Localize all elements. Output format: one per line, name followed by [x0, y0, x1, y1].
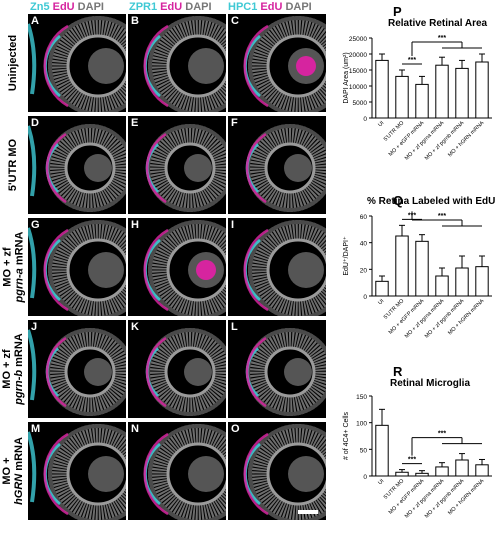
panel-letter: J — [31, 321, 38, 333]
y-tick-label: 15000 — [349, 68, 367, 75]
x-tick-label: MO + eGFP mRNA — [388, 298, 426, 336]
x-tick-label: MO + hGRN mRNA — [447, 120, 486, 159]
micrograph-panel-j: J — [28, 320, 126, 418]
bar — [415, 240, 429, 297]
row-label-5utr-mo: 5'UTR MO — [7, 138, 19, 192]
y-tick-label: 0 — [363, 294, 367, 301]
x-tick-label: UI — [377, 298, 385, 306]
panel-letter: I — [231, 219, 235, 231]
x-tick-label: MO + hGRN mRNA — [447, 298, 486, 337]
x-tick-label: UI — [377, 120, 385, 128]
chart-title-p: Relative Retinal Area — [388, 18, 488, 29]
panel-letter: M — [31, 423, 41, 435]
row-label-pgrn-a: MO + zf pgrn-a mRNA — [1, 231, 25, 303]
bar — [475, 464, 489, 477]
y-tick-label: 60 — [360, 214, 368, 221]
bar — [375, 424, 389, 477]
y-tick-label: 40 — [360, 241, 368, 248]
y-tick-label: 10000 — [349, 84, 367, 91]
bar — [455, 267, 469, 297]
x-tick-label: MO + eGFP mRNA — [388, 120, 426, 158]
y-tick-label: 0 — [363, 474, 367, 481]
y-tick-label: 0 — [363, 116, 367, 123]
y-tick-label: 20000 — [349, 52, 367, 59]
y-tick-label: 20 — [360, 267, 368, 274]
row-label-pgrn-b: MO + zf pgrn-b mRNA — [1, 333, 25, 405]
chart-percent-retina-edu: 0 20 40 60 EdU⁺/DAPI⁺ UI 5'UTR MO MO + eGFP mRN… — [340, 208, 495, 368]
column-header-zpr1: ZPR1 EdU DAPI — [129, 1, 212, 13]
micrograph-panel-b: B — [128, 14, 226, 112]
micrograph-panel-k: K — [128, 320, 226, 418]
panel-letter-p: P — [393, 4, 402, 19]
micrograph-panel-o: O — [228, 422, 326, 520]
bar — [415, 83, 429, 119]
y-tick-label: 5000 — [353, 100, 368, 107]
column-header-hpc1: HPC1 EdU DAPI — [228, 1, 312, 13]
micrograph-panel-a: A — [28, 14, 126, 112]
chart-title-r: Retinal Microglia — [390, 378, 471, 389]
bar — [375, 59, 389, 119]
y-tick-label: 50 — [360, 447, 368, 454]
micrograph-panel-h: H — [128, 218, 226, 316]
panel-letter: C — [231, 15, 239, 27]
micrograph-panel-d: D — [28, 116, 126, 214]
y-axis-label: EdU⁺/DAPI⁺ — [343, 236, 350, 276]
micrograph-panel-i: I — [228, 218, 326, 316]
bar — [415, 472, 429, 477]
micrograph-panel-f: F — [228, 116, 326, 214]
panel-letter: E — [131, 117, 139, 129]
bar — [475, 266, 489, 297]
significance-label: *** — [438, 431, 446, 438]
x-tick-label: MO + hGRN mRNA — [447, 478, 486, 517]
y-axis-label: DAPI Area (um²) — [343, 52, 350, 103]
panel-letter: N — [131, 423, 139, 435]
panel-letter: A — [31, 15, 39, 27]
bar — [375, 280, 389, 297]
bar — [475, 61, 489, 119]
bar — [395, 471, 409, 477]
significance-label: *** — [408, 457, 416, 464]
panel-letter: F — [231, 117, 238, 129]
micrograph-panel-e: E — [128, 116, 226, 214]
bar — [455, 459, 469, 477]
bar — [435, 466, 449, 477]
panel-letter: G — [31, 219, 40, 231]
chart-title-q: % Retina Labeled with EdU — [367, 196, 496, 207]
y-axis-label: # of 4C4+ Cells — [343, 411, 350, 460]
bar — [395, 235, 409, 297]
panel-letter: B — [131, 15, 139, 27]
chart-retinal-microglia: 0 50 100 150 # of 4C4+ Cells UI 5'UTR MO MO + e… — [340, 388, 495, 548]
bar — [435, 64, 449, 119]
x-tick-label: MO + eGFP mRNA — [388, 478, 426, 516]
row-label-hgrn: MO + hGRN mRNA — [1, 437, 25, 505]
significance-label: *** — [438, 35, 446, 42]
micrograph-panel-g: G — [28, 218, 126, 316]
y-tick-label: 150 — [356, 394, 367, 401]
panel-letter: K — [131, 321, 139, 333]
significance-label: *** — [408, 57, 416, 64]
y-tick-label: 25000 — [349, 36, 367, 43]
bar — [395, 75, 409, 119]
panel-letter: D — [31, 117, 39, 129]
y-tick-label: 100 — [356, 421, 367, 428]
x-tick-label: UI — [377, 478, 385, 486]
panel-letter: H — [131, 219, 139, 231]
panel-letter: L — [231, 321, 238, 333]
significance-label: *** — [438, 213, 446, 220]
micrograph-panel-c: C — [228, 14, 326, 112]
bar — [455, 67, 469, 119]
row-label-uninjected: Uninjected — [7, 34, 20, 92]
column-header-zn5: Zn5 EdU DAPI — [30, 1, 104, 13]
micrograph-panel-n: N — [128, 422, 226, 520]
panel-letter: O — [231, 423, 240, 435]
chart-relative-retinal-area: 0 5000 10000 15000 20000 25000 DAPI Area (um²)… — [340, 30, 495, 190]
panel-letter-q: Q — [393, 193, 404, 208]
panel-letter-r: R — [393, 364, 403, 379]
micrograph-panel-m: M — [28, 422, 126, 520]
micrograph-panel-l: L — [228, 320, 326, 418]
bar — [435, 275, 449, 297]
